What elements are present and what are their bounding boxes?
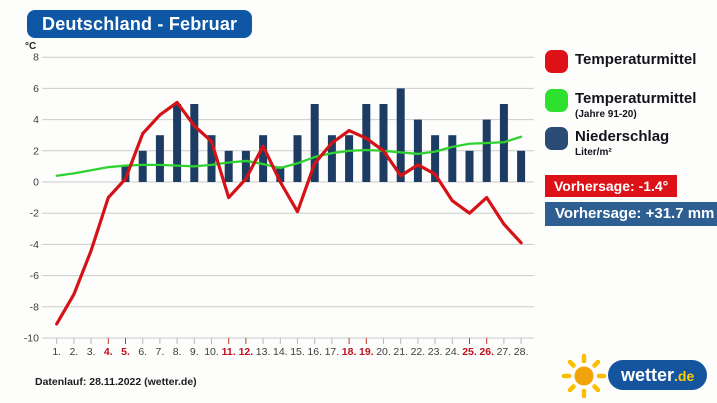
precip-bar bbox=[465, 150, 474, 182]
precip-bar bbox=[362, 104, 371, 182]
sun-icon bbox=[561, 353, 607, 398]
x-tick-label: 27. bbox=[497, 346, 512, 358]
x-tick-label: 22. bbox=[411, 346, 426, 358]
legend-label: Temperaturmittel bbox=[575, 90, 697, 107]
wetter-de-logo[interactable]: wetter.de bbox=[561, 352, 708, 398]
precip-bar bbox=[293, 135, 302, 182]
forecast-precipitation-badge: Vorhersage: +31.7 mm bbox=[545, 202, 717, 226]
x-tick-label: 2. bbox=[70, 346, 79, 358]
precip-bar bbox=[482, 119, 491, 182]
x-tick-label: 1. bbox=[52, 346, 61, 358]
precip-bar bbox=[207, 135, 216, 182]
x-tick-label: 16. bbox=[307, 346, 322, 358]
precip-bar bbox=[327, 135, 336, 182]
precip-bar bbox=[173, 104, 182, 182]
brand-name: wetter bbox=[621, 365, 675, 385]
x-tick-label: 26. bbox=[479, 346, 494, 358]
y-tick-label: 2 bbox=[33, 145, 39, 157]
legend-sublabel: (Jahre 91-20) bbox=[575, 109, 637, 120]
precip-bar bbox=[190, 104, 199, 182]
precip-bar bbox=[431, 135, 440, 182]
legend-label: Niederschlag bbox=[575, 128, 670, 145]
x-tick-label: 8. bbox=[173, 346, 182, 358]
precip-bar bbox=[259, 135, 268, 182]
x-tick-label: 12. bbox=[239, 346, 254, 358]
precip-bar bbox=[276, 166, 285, 182]
x-tick-label: 28. bbox=[514, 346, 529, 358]
x-tick-label: 20. bbox=[376, 346, 391, 358]
x-tick-label: 9. bbox=[190, 346, 199, 358]
legend-sublabel: Liter/m² bbox=[575, 147, 612, 158]
title-badge: Deutschland - Februar bbox=[27, 10, 253, 38]
red-square-icon bbox=[545, 50, 568, 73]
x-tick-label: 11. bbox=[222, 346, 236, 358]
x-tick-label: 24. bbox=[445, 346, 460, 358]
x-tick-label: 10. bbox=[204, 346, 219, 358]
y-axis-unit-label: °C bbox=[25, 41, 37, 52]
x-tick-label: 17. bbox=[325, 346, 340, 358]
precip-bar bbox=[155, 135, 164, 182]
x-tick-label: 18. bbox=[342, 346, 357, 358]
data-run-note: Datenlauf: 28.11.2022 (wetter.de) bbox=[35, 376, 197, 388]
x-tick-label: 21. bbox=[393, 346, 408, 358]
forecast-temp-line bbox=[55, 100, 523, 326]
x-tick-label: 13. bbox=[256, 346, 271, 358]
x-tick-label: 6. bbox=[138, 346, 147, 358]
precip-bar bbox=[413, 119, 422, 182]
y-tick-label: -8 bbox=[30, 301, 39, 313]
x-tick-label: 14. bbox=[273, 346, 288, 358]
blue-square-icon bbox=[545, 127, 568, 150]
precip-bar bbox=[379, 104, 388, 182]
y-tick-label: -6 bbox=[30, 270, 39, 282]
y-tick-label: 4 bbox=[33, 114, 39, 126]
x-tick-label: 15. bbox=[290, 346, 305, 358]
precip-bar bbox=[396, 88, 405, 182]
precip-bar bbox=[241, 150, 250, 182]
x-tick-label: 7. bbox=[156, 346, 165, 358]
precip-bar bbox=[345, 135, 354, 182]
brand-tld: .de bbox=[674, 368, 695, 384]
x-tick-label: 3. bbox=[87, 346, 96, 358]
temperature-precipitation-chart: 8 6 4 2 0 -2 -4 -6 -8 -10 1. 2. 3. 4. 5. 6. 7. 8. 9. 10. 11.… bbox=[24, 52, 534, 358]
y-tick-label: 8 bbox=[33, 52, 39, 64]
y-tick-label: -4 bbox=[30, 239, 39, 251]
x-tick-label: 25. bbox=[462, 346, 477, 358]
y-tick-label: -10 bbox=[24, 333, 39, 345]
x-tick-label: 23. bbox=[428, 346, 443, 358]
wetter-de-wordmark: wetter.de bbox=[608, 360, 708, 390]
x-tick-label: 19. bbox=[359, 346, 374, 358]
x-tick-label: 4. bbox=[104, 346, 113, 358]
avg-temp-line bbox=[55, 135, 523, 177]
precip-bar bbox=[310, 104, 319, 182]
legend-label: Temperaturmittel bbox=[575, 51, 697, 68]
y-tick-label: 0 bbox=[33, 177, 39, 189]
x-tick-label: 5. bbox=[121, 346, 130, 358]
green-square-icon bbox=[545, 89, 568, 112]
precip-bar bbox=[138, 150, 147, 182]
y-tick-label: -2 bbox=[30, 208, 39, 220]
y-tick-label: 6 bbox=[33, 83, 39, 95]
precip-bar bbox=[224, 150, 233, 182]
forecast-temperature-badge: Vorhersage: -1.4° bbox=[545, 175, 678, 197]
precip-bar bbox=[448, 135, 457, 182]
precip-bar bbox=[517, 150, 526, 182]
precip-bar bbox=[121, 166, 130, 182]
